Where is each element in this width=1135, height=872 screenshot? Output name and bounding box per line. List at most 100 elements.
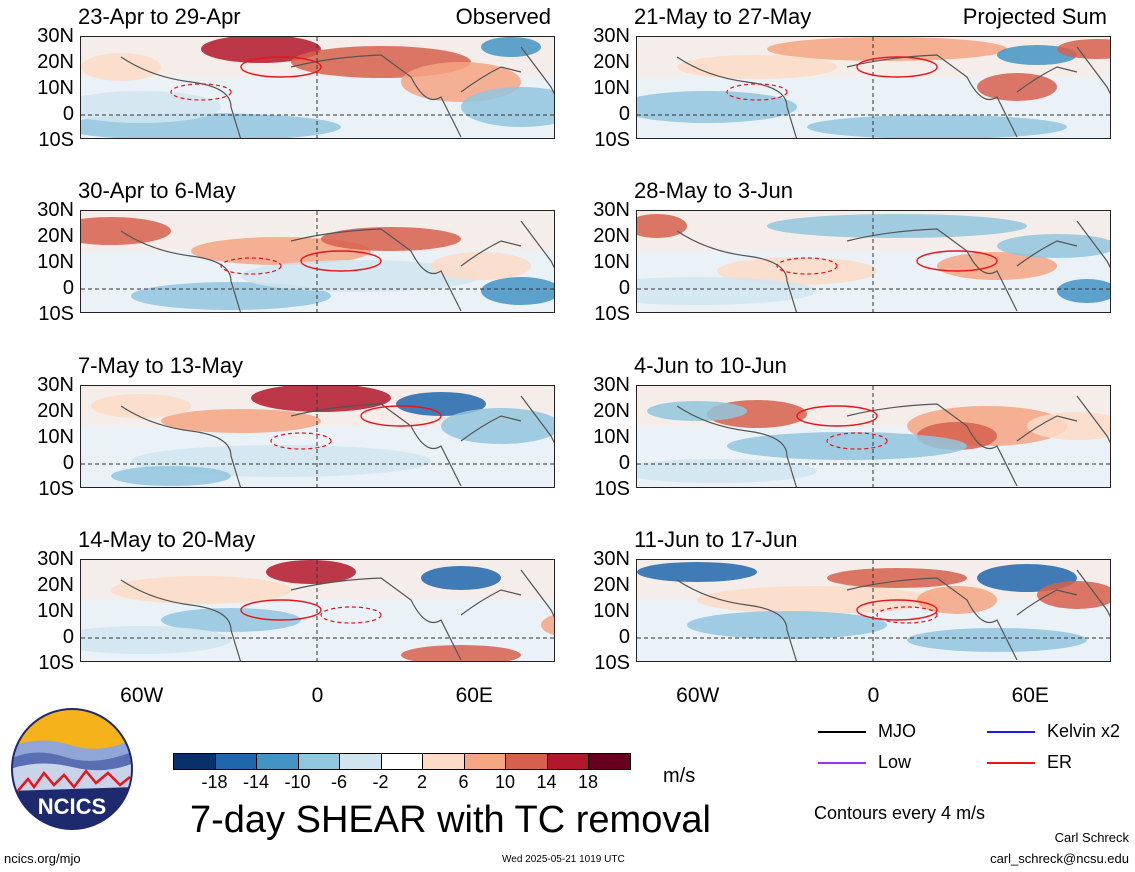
latitude-label: 10S — [38, 652, 74, 674]
longitude-label: 0 — [311, 684, 324, 707]
legend-label: Kelvin x2 — [1047, 721, 1121, 741]
panel-title: 14-May to 20-May — [78, 527, 256, 552]
main-title: 7-day SHEAR with TC removal — [190, 799, 711, 841]
panel-title: 28-May to 3-Jun — [634, 178, 793, 203]
panel-title: 30-Apr to 6-May — [78, 178, 236, 203]
legend-line — [818, 762, 866, 764]
latitude-label: 20N — [593, 51, 630, 73]
shear-map-panel — [80, 559, 555, 662]
latitude-label: 30N — [37, 374, 74, 396]
footer-url[interactable]: ncics.org/mjo — [4, 851, 81, 866]
longitude-label: 60E — [1011, 684, 1049, 707]
shear-map-panel — [636, 559, 1111, 662]
latitude-label: 20N — [37, 51, 74, 73]
legend-line — [818, 731, 866, 733]
latitude-label: 30N — [593, 199, 630, 221]
colorbar-swatch — [588, 753, 631, 770]
longitude-label: 60W — [120, 684, 164, 707]
panel-title: 23-Apr to 29-Apr — [78, 4, 241, 29]
latitude-label: 10N — [593, 77, 630, 99]
latitude-label: 0 — [62, 103, 74, 125]
colorbar-swatch — [297, 753, 340, 770]
map-shading — [637, 386, 1110, 487]
shear-map-panel — [80, 210, 555, 313]
map-shading — [637, 560, 1110, 661]
panel-title: 4-Jun to 10-Jun — [634, 353, 787, 378]
longitude-label: 0 — [867, 684, 880, 707]
latitude-label: 0 — [62, 452, 74, 474]
ncics-logo: NCICS — [10, 707, 134, 831]
latitude-label: 10N — [593, 600, 630, 622]
legend-line — [987, 762, 1035, 764]
colorbar-tick-label: -2 — [372, 772, 389, 792]
latitude-label: 10N — [593, 426, 630, 448]
latitude-label: 20N — [37, 400, 74, 422]
colorbar-swatch — [505, 753, 548, 770]
map-shading — [637, 37, 1110, 138]
colorbar-tick-label: -6 — [330, 772, 348, 792]
panel-title: 7-May to 13-May — [78, 353, 244, 378]
colorbar-tick-label: 6 — [458, 772, 469, 792]
colorbar-tick-label: 10 — [494, 772, 516, 792]
latitude-label: 30N — [37, 199, 74, 221]
latitude-label: 10S — [594, 478, 630, 500]
colorbar-tick-label: 2 — [416, 772, 428, 792]
colorbar-tick-label: -10 — [284, 772, 311, 792]
latitude-label: 0 — [618, 452, 630, 474]
panel-corner-label: Observed — [455, 4, 551, 29]
latitude-label: 30N — [37, 25, 74, 47]
shear-map-panel — [636, 385, 1111, 488]
longitude-label: 60W — [676, 684, 720, 707]
latitude-label: 10S — [38, 303, 74, 325]
colorbar-swatch — [256, 753, 299, 770]
latitude-label: 0 — [62, 277, 74, 299]
legend-label: ER — [1047, 752, 1073, 772]
latitude-label: 0 — [62, 626, 74, 648]
legend-label: MJO — [878, 721, 916, 741]
colorbar-swatch — [546, 753, 589, 770]
map-shading — [81, 560, 554, 661]
map-shading — [637, 211, 1110, 312]
legend-line — [987, 731, 1035, 733]
colorbar-tick-label: 18 — [577, 772, 599, 792]
map-shading — [81, 386, 554, 487]
latitude-label: 10S — [38, 478, 74, 500]
colorbar-swatch — [339, 753, 382, 770]
latitude-label: 20N — [593, 574, 630, 596]
latitude-label: 10S — [594, 129, 630, 151]
map-shading — [81, 211, 554, 312]
latitude-label: 10N — [37, 77, 74, 99]
colorbar-unit: m/s — [663, 765, 696, 787]
panel-corner-label: Projected Sum — [962, 4, 1107, 29]
latitude-label: 20N — [593, 225, 630, 247]
panel-title: 21-May to 27-May — [634, 4, 812, 29]
latitude-label: 0 — [618, 277, 630, 299]
latitude-label: 10N — [37, 251, 74, 273]
map-shading — [81, 37, 554, 138]
longitude-label: 60E — [455, 684, 493, 707]
colorbar-tick-label: -18 — [201, 772, 228, 792]
logo-text: NCICS — [38, 794, 106, 819]
shear-map-panel — [636, 36, 1111, 139]
latitude-label: 30N — [593, 374, 630, 396]
latitude-label: 20N — [593, 400, 630, 422]
colorbar-swatch — [380, 753, 423, 770]
latitude-label: 30N — [593, 25, 630, 47]
shear-map-panel — [636, 210, 1111, 313]
footer-author: Carl Schreck — [1054, 830, 1129, 845]
latitude-label: 10N — [37, 426, 74, 448]
latitude-label: 10N — [593, 251, 630, 273]
footer-timestamp: Wed 2025-05-21 1019 UTC — [502, 854, 625, 865]
latitude-label: 0 — [618, 626, 630, 648]
footer-email[interactable]: carl_schreck@ncsu.edu — [990, 851, 1129, 866]
latitude-label: 30N — [593, 548, 630, 570]
colorbar-swatch — [463, 753, 506, 770]
latitude-label: 0 — [618, 103, 630, 125]
latitude-label: 30N — [37, 548, 74, 570]
colorbar-swatch — [422, 753, 465, 770]
latitude-label: 10S — [594, 303, 630, 325]
shear-map-panel — [80, 385, 555, 488]
latitude-label: 20N — [37, 574, 74, 596]
latitude-label: 10S — [594, 652, 630, 674]
latitude-label: 10S — [38, 129, 74, 151]
